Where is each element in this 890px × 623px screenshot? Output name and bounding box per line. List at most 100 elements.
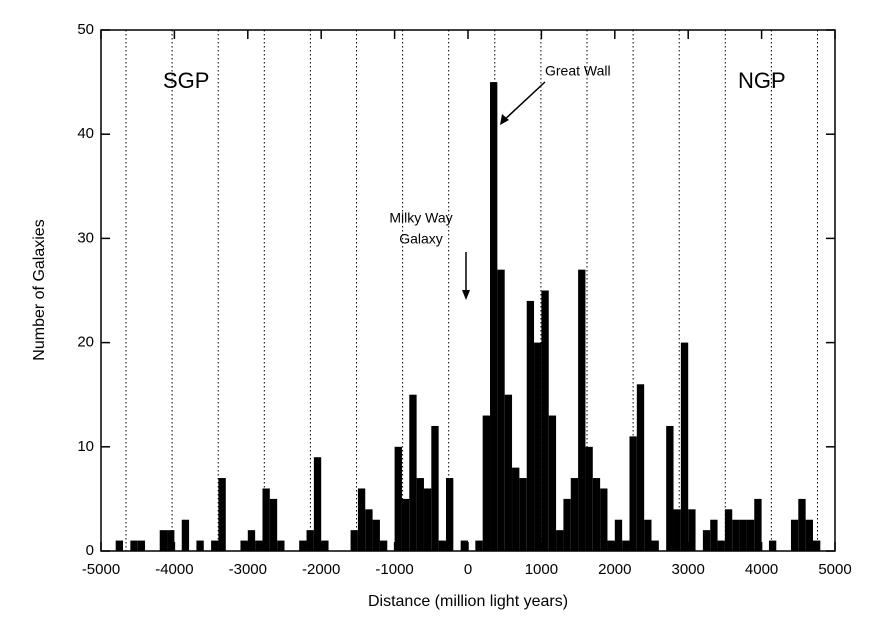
bar — [541, 290, 549, 551]
bar — [710, 519, 718, 551]
bar — [585, 446, 593, 551]
bar — [137, 540, 146, 551]
arrow-head — [462, 290, 470, 300]
bar — [321, 540, 329, 551]
bar — [673, 509, 681, 551]
x-axis-label: Distance (million light years) — [368, 593, 568, 610]
bar — [262, 488, 270, 551]
bar — [526, 300, 535, 551]
bar — [504, 394, 513, 551]
bar — [196, 540, 204, 551]
bar — [255, 540, 263, 551]
bar — [548, 415, 557, 551]
bar — [211, 540, 219, 551]
bar — [812, 540, 821, 551]
y-tick-label: 10 — [77, 438, 94, 455]
bar — [636, 384, 645, 551]
bar — [372, 519, 380, 551]
y-tick-label: 30 — [77, 229, 94, 246]
bar — [497, 269, 505, 551]
bar — [724, 509, 733, 551]
bar — [592, 478, 601, 551]
annotation: Great Wall — [545, 63, 611, 79]
x-tick-label: 5000 — [818, 561, 851, 578]
bar — [240, 540, 248, 551]
bar — [629, 436, 637, 551]
bar — [401, 498, 410, 551]
bar — [438, 540, 446, 551]
bar — [181, 519, 190, 551]
bar — [445, 478, 454, 551]
bar — [754, 498, 762, 551]
arrow — [501, 81, 546, 123]
bar — [717, 540, 725, 551]
bar — [409, 394, 417, 551]
x-tick-label: -2000 — [302, 561, 340, 578]
bar — [768, 540, 777, 551]
bar — [688, 509, 696, 551]
bar — [680, 342, 689, 551]
x-tick-label: 0 — [464, 561, 472, 578]
x-tick-label: 3000 — [672, 561, 705, 578]
bar — [365, 509, 373, 551]
bar — [423, 488, 432, 551]
bar — [299, 540, 307, 551]
y-tick-label: 50 — [77, 21, 94, 38]
bar — [519, 478, 527, 551]
bar — [607, 540, 615, 551]
bar — [570, 478, 579, 551]
bar — [578, 269, 586, 551]
bar — [512, 467, 520, 551]
bar — [534, 342, 542, 551]
bar — [218, 478, 226, 551]
bar — [644, 519, 652, 551]
annotation: NGP — [738, 68, 786, 93]
bar — [614, 519, 623, 551]
bar — [805, 519, 813, 551]
bar — [460, 540, 468, 551]
bar — [739, 519, 747, 551]
bar — [475, 540, 483, 551]
bar — [490, 82, 498, 551]
bar — [306, 530, 314, 551]
bar — [798, 498, 806, 551]
bar — [115, 540, 124, 551]
bar — [622, 540, 630, 551]
bar — [666, 425, 674, 551]
bar — [269, 498, 278, 551]
x-tick-label: 1000 — [525, 561, 558, 578]
x-tick-label: -4000 — [155, 561, 193, 578]
bar — [416, 478, 424, 551]
bar — [556, 530, 564, 551]
bar — [167, 530, 175, 551]
y-axis-label: Number of Galaxies — [31, 219, 48, 360]
annotation: Galaxy — [399, 231, 443, 247]
x-tick-label: -5000 — [82, 561, 120, 578]
y-tick-label: 20 — [77, 334, 94, 351]
bar — [159, 530, 168, 551]
bar — [277, 540, 285, 551]
arrow-head — [500, 114, 509, 125]
bar — [732, 519, 740, 551]
bar — [563, 498, 571, 551]
x-tick-label: 2000 — [598, 561, 631, 578]
x-tick-label: -1000 — [375, 561, 413, 578]
annotation: SGP — [163, 68, 209, 93]
bar — [482, 415, 491, 551]
bar — [431, 425, 439, 551]
bar — [379, 540, 388, 551]
bar — [394, 446, 402, 551]
bar — [130, 540, 138, 551]
annotation: Milky Way — [389, 210, 452, 226]
bar — [790, 519, 799, 551]
bar — [600, 488, 608, 551]
y-tick-label: 40 — [77, 125, 94, 142]
bar — [651, 540, 659, 551]
bar — [247, 530, 256, 551]
bar — [702, 530, 711, 551]
bar — [313, 457, 322, 551]
bar — [350, 530, 358, 551]
bar — [357, 488, 366, 551]
